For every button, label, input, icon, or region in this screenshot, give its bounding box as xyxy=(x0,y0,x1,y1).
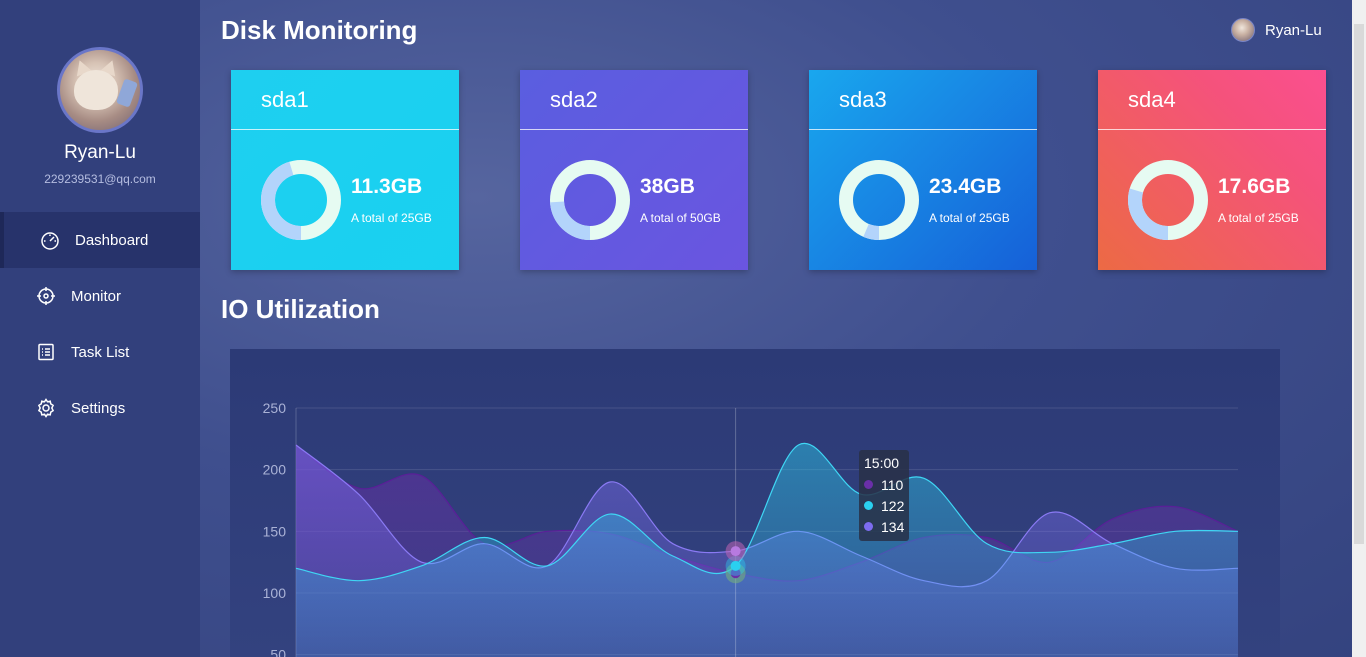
tooltip-value: 134 xyxy=(881,518,905,535)
disk-usage-donut xyxy=(550,160,630,240)
tooltip-row: 110 xyxy=(864,474,909,495)
sidebar-nav: Dashboard Monitor Task List xyxy=(0,212,200,436)
sidebar-item-task-list[interactable]: Task List xyxy=(0,324,200,380)
disk-used: 17.6GB xyxy=(1218,175,1291,198)
series-dot xyxy=(864,480,873,489)
page-title: Disk Monitoring xyxy=(221,15,418,45)
chart-tooltip: 15:00 110 122 134 xyxy=(859,450,909,541)
disk-name: sda1 xyxy=(231,70,459,130)
gear-icon xyxy=(36,398,56,418)
top-user-menu[interactable]: Ryan-Lu xyxy=(1231,18,1322,42)
y-tick-label: 100 xyxy=(263,585,287,601)
disk-used: 23.4GB xyxy=(929,175,1002,198)
sidebar-item-label: Task List xyxy=(71,343,130,361)
avatar xyxy=(1231,18,1255,42)
avatar[interactable] xyxy=(57,47,143,133)
checklist-icon xyxy=(36,342,56,362)
disk-total: A total of 25GB xyxy=(929,211,1010,225)
sidebar-item-dashboard[interactable]: Dashboard xyxy=(0,212,200,268)
disk-card-sda1[interactable]: sda1 11.3GB A total of 25GB xyxy=(231,70,459,270)
disk-card-sda4[interactable]: sda4 17.6GB A total of 25GB xyxy=(1098,70,1326,270)
sidebar-item-label: Settings xyxy=(71,399,126,417)
y-tick-label: 250 xyxy=(263,400,287,416)
donut-used-arc xyxy=(839,160,919,240)
section-title-io: IO Utilization xyxy=(221,294,380,324)
y-tick-label: 150 xyxy=(263,523,287,539)
disk-total: A total of 25GB xyxy=(1218,211,1299,225)
disk-total: A total of 50GB xyxy=(640,211,721,225)
series-line-2 xyxy=(295,442,1239,582)
tooltip-value: 110 xyxy=(881,476,904,493)
tooltip-row: 134 xyxy=(864,516,909,537)
top-user-name: Ryan-Lu xyxy=(1265,21,1322,39)
sidebar: Ryan-Lu 229239531@qq.com Dashboard Monit… xyxy=(0,0,200,657)
donut-used-arc xyxy=(1128,160,1208,240)
disk-total: A total of 25GB xyxy=(351,211,432,225)
disk-name: sda4 xyxy=(1098,70,1326,130)
y-tick-label: 200 xyxy=(263,462,287,478)
y-tick-label: 50 xyxy=(270,647,286,657)
tooltip-time: 15:00 xyxy=(864,455,900,471)
page-scrollbar-thumb[interactable] xyxy=(1354,24,1364,544)
disk-card-sda3[interactable]: sda3 23.4GB A total of 25GB xyxy=(809,70,1037,270)
sidebar-user-email: 229239531@qq.com xyxy=(44,172,156,186)
sidebar-item-label: Monitor xyxy=(71,287,122,305)
sidebar-item-label: Dashboard xyxy=(75,231,149,249)
donut-used-arc xyxy=(261,160,341,240)
io-chart-panel: 250 200 150 100 50 xyxy=(230,349,1280,657)
donut-track xyxy=(839,160,919,240)
donut-used-arc xyxy=(550,160,630,240)
disk-card-sda2[interactable]: sda2 38GB A total of 50GB xyxy=(520,70,748,270)
hover-point xyxy=(730,568,741,579)
series-dot xyxy=(864,501,873,510)
sidebar-item-monitor[interactable]: Monitor xyxy=(0,268,200,324)
series-area-2 xyxy=(296,443,1238,657)
tooltip-value: 122 xyxy=(881,497,905,514)
disk-used: 11.3GB xyxy=(351,175,423,198)
series-dot xyxy=(864,522,873,531)
disk-usage-donut xyxy=(261,160,341,240)
disk-name: sda2 xyxy=(520,70,748,130)
sidebar-user-name: Ryan-Lu xyxy=(64,142,136,163)
disk-usage-donut xyxy=(1128,160,1208,240)
gauge-icon xyxy=(40,230,60,250)
hover-point xyxy=(730,546,741,557)
disk-name: sda3 xyxy=(809,70,1037,130)
sidebar-item-settings[interactable]: Settings xyxy=(0,380,200,436)
io-chart[interactable]: 250 200 150 100 50 xyxy=(230,349,1280,657)
page-scrollbar-track[interactable] xyxy=(1352,0,1366,657)
hover-point xyxy=(730,560,741,571)
tooltip-row: 122 xyxy=(864,495,909,516)
crosshair-icon xyxy=(36,286,56,306)
disk-usage-donut xyxy=(839,160,919,240)
disk-used: 38GB xyxy=(640,175,695,198)
